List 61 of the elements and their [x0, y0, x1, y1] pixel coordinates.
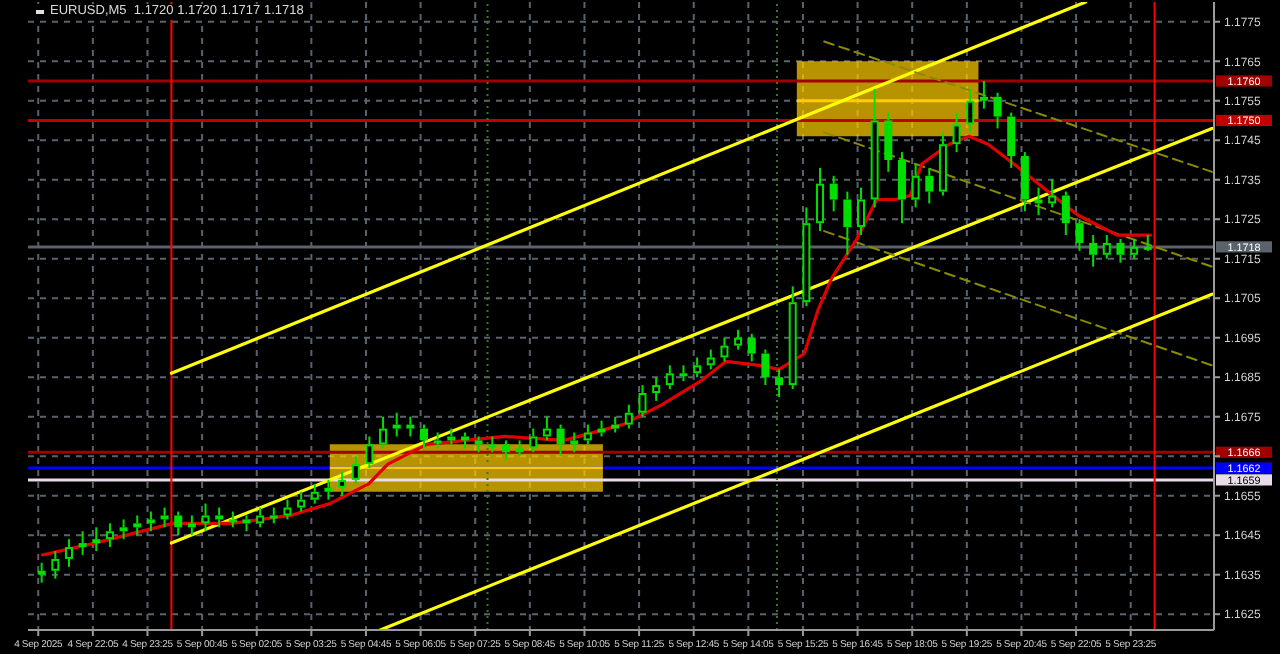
candlestick — [515, 439, 524, 458]
candlestick — [1130, 237, 1139, 260]
candlestick — [1089, 234, 1098, 268]
candlestick — [51, 550, 60, 580]
candlestick — [474, 435, 483, 454]
candlestick — [1102, 234, 1111, 260]
candlestick — [761, 348, 770, 387]
candlestick — [1075, 218, 1084, 252]
candlestick — [734, 328, 743, 351]
candlestick — [1007, 111, 1016, 169]
candlestick — [338, 471, 347, 497]
candlestick — [802, 206, 811, 308]
candlestick — [857, 186, 865, 237]
candlestick — [938, 131, 947, 197]
candlestick — [297, 490, 306, 513]
candlestick — [966, 87, 975, 134]
candlestick — [611, 415, 620, 434]
candlestick — [501, 439, 510, 462]
candlestick — [1061, 190, 1070, 237]
candlestick — [1034, 186, 1043, 217]
candlestick — [624, 403, 633, 430]
candlestick — [993, 91, 1002, 130]
candlestick — [556, 423, 565, 458]
candlestick — [64, 538, 73, 568]
candlestick — [1116, 237, 1125, 264]
candlestick — [187, 514, 196, 537]
line-series — [40, 134, 1153, 557]
candlestick — [816, 166, 825, 233]
candlestick — [775, 368, 784, 398]
candlestick — [119, 518, 128, 541]
candlestick — [638, 384, 647, 418]
candlestick — [310, 482, 319, 505]
candlestick — [133, 514, 142, 537]
candlestick — [583, 423, 592, 446]
candlestick — [1048, 178, 1057, 209]
candlestick — [952, 111, 961, 154]
candlestick — [242, 514, 251, 533]
candlestick — [897, 151, 906, 225]
candlestick — [870, 87, 879, 209]
candlestick — [788, 285, 797, 391]
candlestick — [665, 364, 674, 391]
candlestick — [324, 478, 333, 501]
candlestick — [420, 423, 429, 450]
candlestick — [693, 356, 702, 379]
candlestick — [1020, 151, 1029, 213]
candlestick — [925, 166, 934, 205]
candlestick — [365, 435, 374, 470]
candlestick — [542, 415, 551, 442]
candlestick — [829, 174, 838, 213]
candlestick — [379, 415, 388, 450]
candlestick — [105, 522, 114, 549]
candlestick — [911, 162, 920, 209]
candlestick — [283, 498, 292, 521]
candlestick — [979, 79, 988, 110]
candlestick — [720, 336, 729, 363]
candlestick — [201, 502, 210, 533]
candlestick — [92, 526, 101, 553]
candlestick — [78, 530, 87, 556]
candlestick — [652, 376, 661, 402]
candlestick — [37, 561, 46, 584]
candlestick — [351, 455, 360, 485]
